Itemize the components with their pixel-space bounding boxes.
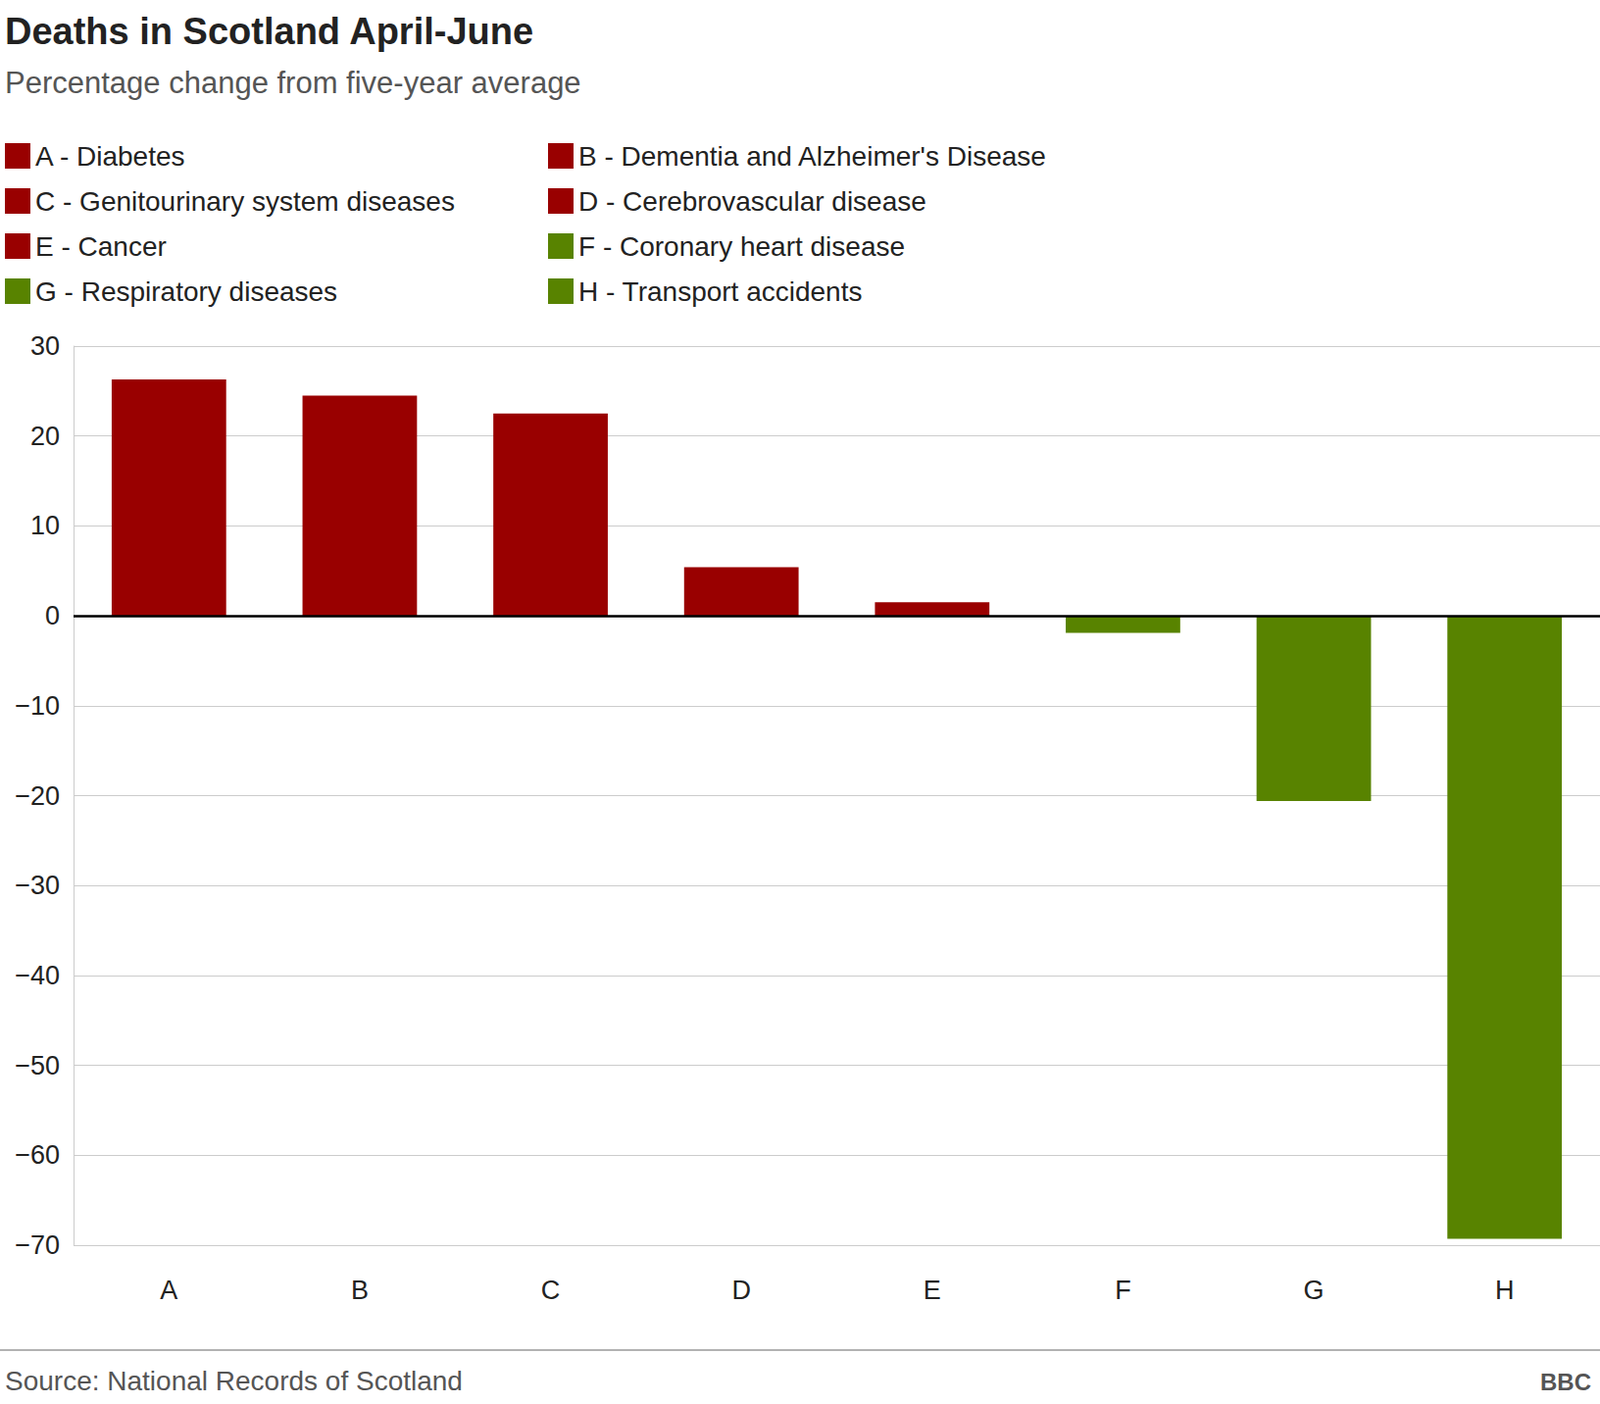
svg-text:G: G — [1303, 1275, 1325, 1305]
svg-text:−30: −30 — [14, 870, 60, 900]
svg-text:F: F — [1114, 1275, 1132, 1305]
svg-text:F - Coronary heart disease: F - Coronary heart disease — [578, 231, 905, 262]
svg-text:−50: −50 — [14, 1050, 60, 1081]
svg-text:−10: −10 — [14, 691, 60, 721]
svg-text:D - Cerebrovascular disease: D - Cerebrovascular disease — [578, 186, 927, 217]
svg-text:A: A — [159, 1275, 178, 1305]
svg-text:−70: −70 — [14, 1230, 60, 1260]
svg-text:−60: −60 — [14, 1140, 60, 1170]
svg-text:H: H — [1495, 1275, 1515, 1305]
svg-text:G - Respiratory diseases: G - Respiratory diseases — [35, 276, 338, 307]
svg-text:30: 30 — [30, 331, 60, 361]
svg-text:B - Dementia and Alzheimer's D: B - Dementia and Alzheimer's Disease — [578, 141, 1047, 172]
svg-text:20: 20 — [30, 421, 60, 451]
svg-text:E - Cancer: E - Cancer — [35, 231, 167, 262]
svg-text:C: C — [541, 1275, 561, 1305]
svg-text:Percentage change from five-ye: Percentage change from five-year average — [4, 65, 582, 100]
svg-text:C - Genitourinary system disea: C - Genitourinary system diseases — [35, 186, 455, 217]
svg-text:Deaths in Scotland April-June: Deaths in Scotland April-June — [4, 10, 534, 52]
svg-text:A - Diabetes: A - Diabetes — [35, 141, 186, 172]
svg-text:−20: −20 — [14, 781, 60, 811]
svg-text:−40: −40 — [14, 960, 60, 991]
svg-text:H - Transport accidents: H - Transport accidents — [578, 276, 862, 307]
svg-text:BBC: BBC — [1540, 1368, 1592, 1396]
svg-text:E: E — [923, 1275, 942, 1305]
svg-text:B: B — [350, 1275, 369, 1305]
svg-text:D: D — [731, 1275, 751, 1305]
svg-text:0: 0 — [45, 600, 60, 631]
svg-text:Source: National Records of Sc: Source: National Records of Scotland — [4, 1365, 463, 1397]
svg-text:10: 10 — [30, 510, 60, 541]
